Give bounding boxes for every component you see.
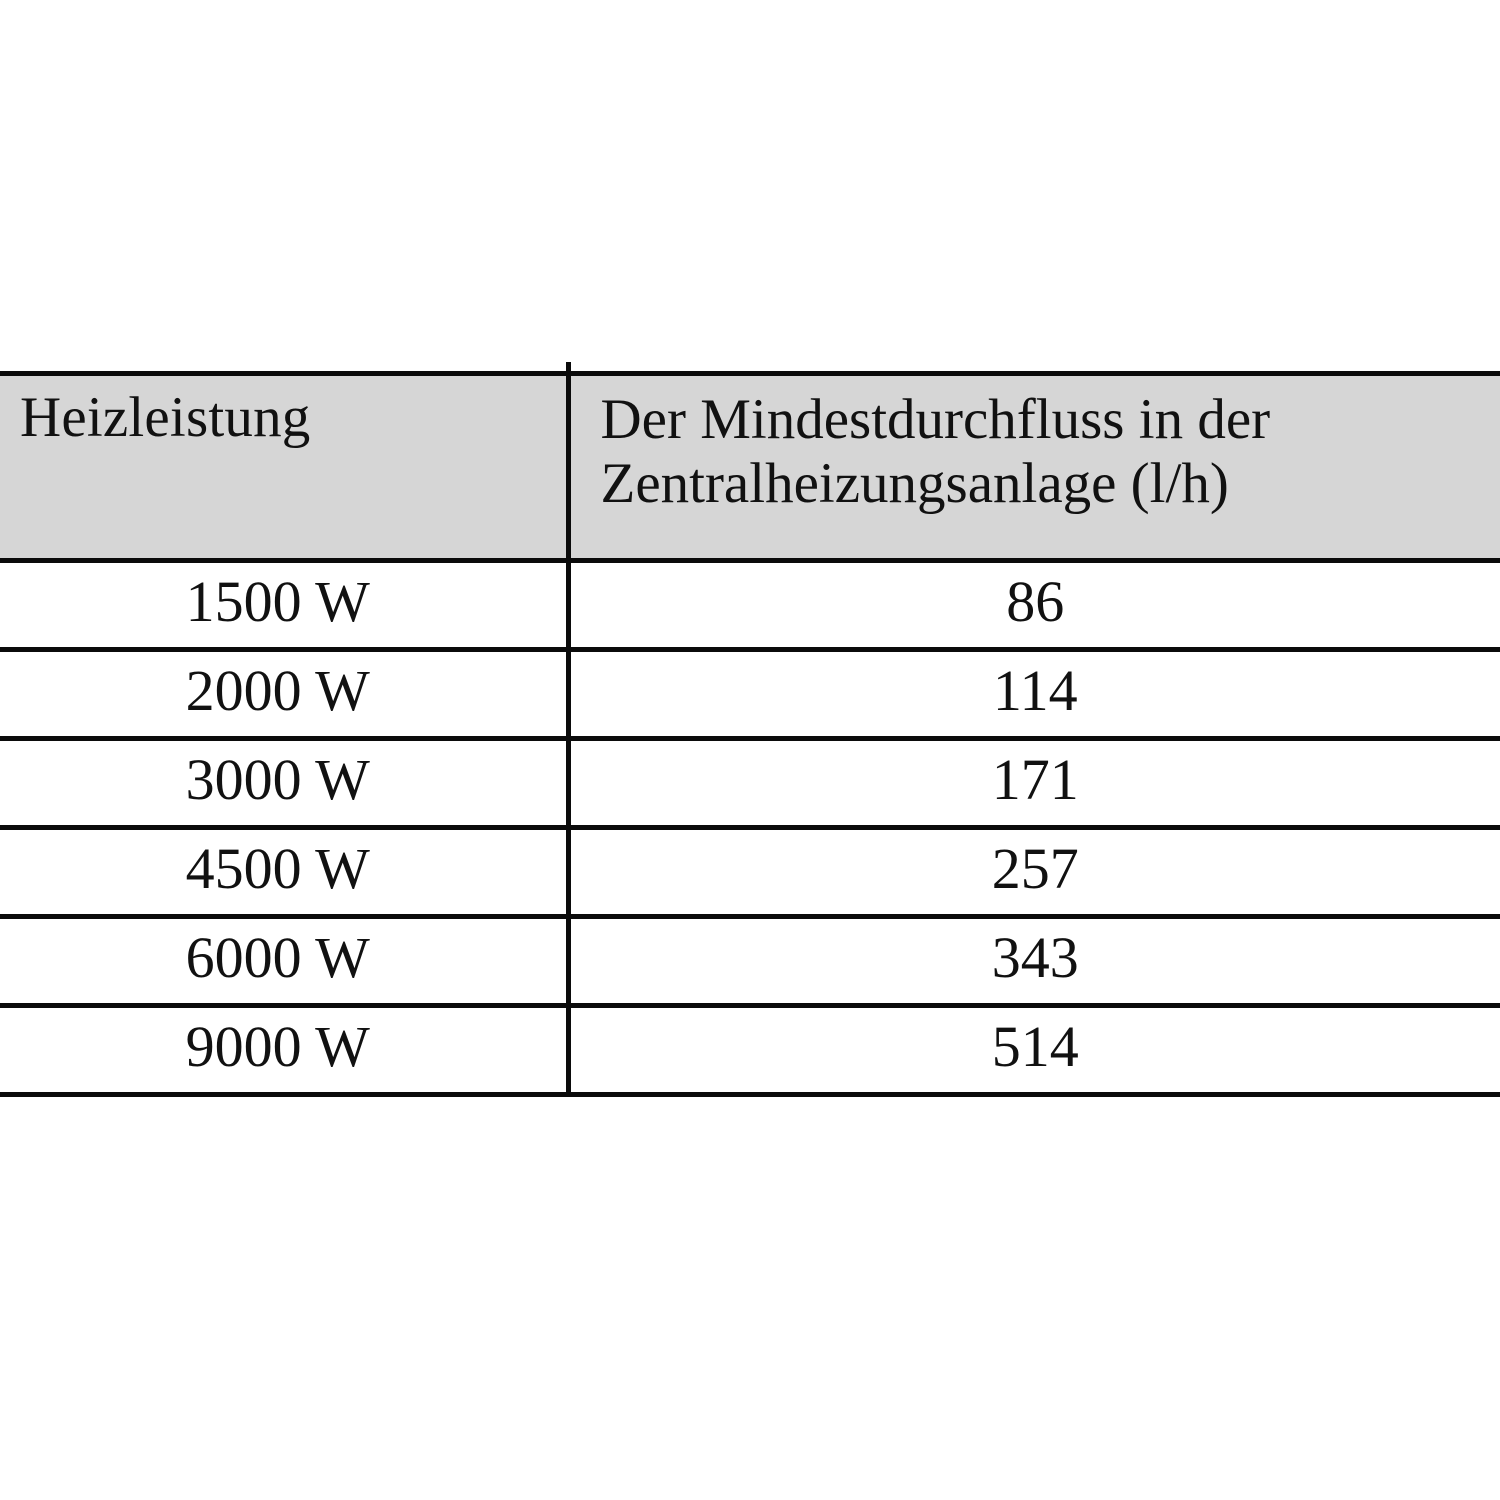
cell-heating-power: 1500 W xyxy=(0,558,571,652)
cell-heating-power: 2000 W xyxy=(0,647,571,741)
table-row: 9000 W 514 xyxy=(0,1003,1500,1097)
cell-minimum-flow: 171 xyxy=(568,736,1500,830)
cell-minimum-flow: 257 xyxy=(568,825,1500,919)
column-divider-top-stub xyxy=(566,362,571,373)
table-row: 1500 W 86 xyxy=(0,558,1500,652)
cell-heating-power-value: 4500 W xyxy=(185,836,370,901)
cell-minimum-flow-value: 257 xyxy=(991,836,1079,901)
cell-minimum-flow-value: 114 xyxy=(992,658,1078,723)
cell-minimum-flow-value: 171 xyxy=(991,747,1079,812)
table-row: 2000 W 114 xyxy=(0,647,1500,741)
cell-minimum-flow-value: 343 xyxy=(991,925,1079,990)
heating-power-flow-table: Heizleistung Der Mindestdurchfluss in de… xyxy=(0,371,1500,1097)
column-divider-bottom-stub xyxy=(566,1071,571,1082)
cell-minimum-flow: 86 xyxy=(568,558,1500,652)
table-header-row: Heizleistung Der Mindestdurchfluss in de… xyxy=(0,371,1500,563)
cell-heating-power-value: 3000 W xyxy=(185,747,370,812)
table-header: Heizleistung Der Mindestdurchfluss in de… xyxy=(0,371,1500,563)
cell-heating-power-value: 9000 W xyxy=(185,1014,370,1079)
column-header-minimum-flow-label: Der Mindestdurchfluss in der Zentralheiz… xyxy=(600,388,1271,515)
cell-minimum-flow: 114 xyxy=(568,647,1500,741)
cell-heating-power-value: 1500 W xyxy=(185,569,370,634)
cell-minimum-flow: 514 xyxy=(568,1003,1500,1097)
cell-heating-power-value: 6000 W xyxy=(185,925,370,990)
table-body: 1500 W 86 2000 W 114 3000 W 171 4500 W 2… xyxy=(0,558,1500,1097)
cell-heating-power: 3000 W xyxy=(0,736,571,830)
cell-minimum-flow-value: 86 xyxy=(1006,569,1065,634)
table-row: 6000 W 343 xyxy=(0,914,1500,1008)
cell-minimum-flow-value: 514 xyxy=(991,1014,1079,1079)
cell-minimum-flow: 343 xyxy=(568,914,1500,1008)
cell-heating-power: 4500 W xyxy=(0,825,571,919)
column-header-heating-power: Heizleistung xyxy=(0,371,571,563)
heating-power-flow-table-container: Heizleistung Der Mindestdurchfluss in de… xyxy=(0,371,1500,1097)
table-row: 3000 W 171 xyxy=(0,736,1500,830)
column-header-heating-power-label: Heizleistung xyxy=(20,386,311,449)
cell-heating-power-value: 2000 W xyxy=(185,658,370,723)
cell-heating-power: 6000 W xyxy=(0,914,571,1008)
column-header-minimum-flow: Der Mindestdurchfluss in der Zentralheiz… xyxy=(568,371,1500,563)
cell-heating-power: 9000 W xyxy=(0,1003,571,1097)
table-row: 4500 W 257 xyxy=(0,825,1500,919)
